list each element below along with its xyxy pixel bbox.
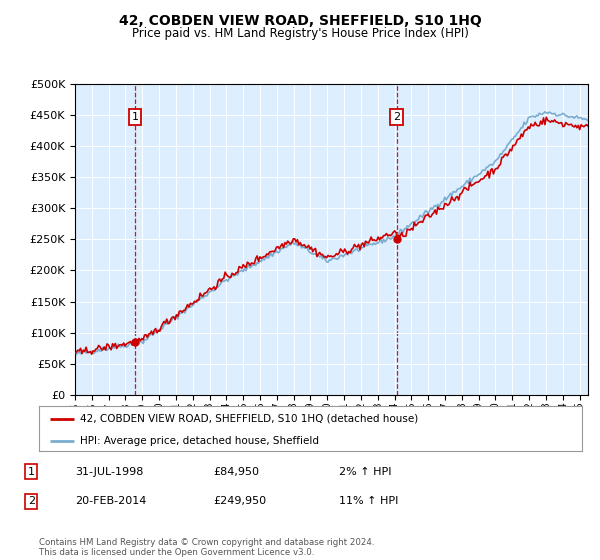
Text: Price paid vs. HM Land Registry's House Price Index (HPI): Price paid vs. HM Land Registry's House … [131,27,469,40]
Text: 2: 2 [393,112,400,122]
Text: 42, COBDEN VIEW ROAD, SHEFFIELD, S10 1HQ: 42, COBDEN VIEW ROAD, SHEFFIELD, S10 1HQ [119,14,481,28]
Text: 1: 1 [28,466,35,477]
Text: 1: 1 [132,112,139,122]
Text: 31-JUL-1998: 31-JUL-1998 [75,466,143,477]
Text: HPI: Average price, detached house, Sheffield: HPI: Average price, detached house, Shef… [80,436,319,446]
Text: £249,950: £249,950 [213,496,266,506]
Text: 11% ↑ HPI: 11% ↑ HPI [339,496,398,506]
Text: 20-FEB-2014: 20-FEB-2014 [75,496,146,506]
Text: 2% ↑ HPI: 2% ↑ HPI [339,466,391,477]
Text: 2: 2 [28,496,35,506]
Text: £84,950: £84,950 [213,466,259,477]
Text: Contains HM Land Registry data © Crown copyright and database right 2024.
This d: Contains HM Land Registry data © Crown c… [39,538,374,557]
Text: 42, COBDEN VIEW ROAD, SHEFFIELD, S10 1HQ (detached house): 42, COBDEN VIEW ROAD, SHEFFIELD, S10 1HQ… [80,413,418,423]
